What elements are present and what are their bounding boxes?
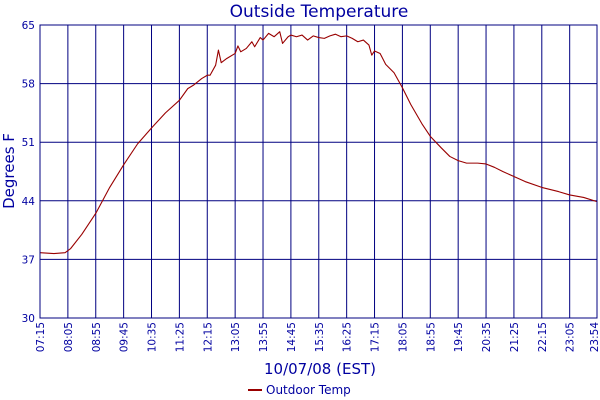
x-tick-labels: 07:15 08:05 08:55 09:45 10:35 11:25 12:15 13:05… [35, 322, 600, 353]
x-tick-label: 17:15 [370, 322, 382, 352]
x-axis-label: 10/07/08 (EST) [264, 360, 376, 378]
x-tick-label: 21:25 [509, 322, 521, 352]
x-tick-label: 08:05 [63, 322, 75, 352]
plot-border [39, 24, 598, 319]
x-tick-label: 23:54 [589, 322, 600, 353]
x-tick-label: 10:35 [147, 322, 159, 352]
x-tick-label: 12:15 [202, 322, 214, 352]
y-tick-label: 58 [22, 79, 35, 91]
x-tick-label: 11:25 [174, 322, 186, 352]
x-tick-label: 16:25 [342, 322, 354, 352]
x-tick-label: 18:55 [425, 322, 437, 352]
x-tick-label: 14:45 [286, 322, 298, 352]
y-tick-label: 65 [22, 20, 35, 32]
x-tick-label: 20:35 [481, 322, 493, 352]
legend-label: Outdoor Temp [266, 383, 351, 397]
series-line-outdoor-temp [39, 31, 598, 255]
y-tick-label: 30 [22, 313, 35, 325]
x-tick-label: 08:55 [91, 322, 103, 352]
x-tick-label: 07:15 [35, 322, 47, 352]
y-tick-label: 44 [22, 196, 36, 208]
legend: Outdoor Temp [248, 383, 351, 397]
y-tick-labels: 30 37 44 51 58 65 [22, 20, 36, 325]
x-tick-label: 18:05 [397, 322, 409, 352]
x-tick-label: 19:45 [453, 322, 465, 352]
y-tick-label: 37 [22, 254, 35, 266]
y-axis-label: Degrees F [0, 133, 18, 209]
x-tick-label: 13:55 [258, 322, 270, 352]
x-tick-label: 13:05 [230, 322, 242, 352]
plot-area [39, 24, 598, 319]
x-tick-label: 15:35 [314, 322, 326, 352]
chart-title: Outside Temperature [230, 2, 409, 22]
grid-lines [40, 25, 597, 318]
x-tick-label: 09:45 [119, 322, 131, 352]
x-tick-label: 23:05 [565, 322, 577, 352]
x-tick-label: 22:15 [537, 322, 549, 352]
y-tick-label: 51 [22, 137, 35, 149]
